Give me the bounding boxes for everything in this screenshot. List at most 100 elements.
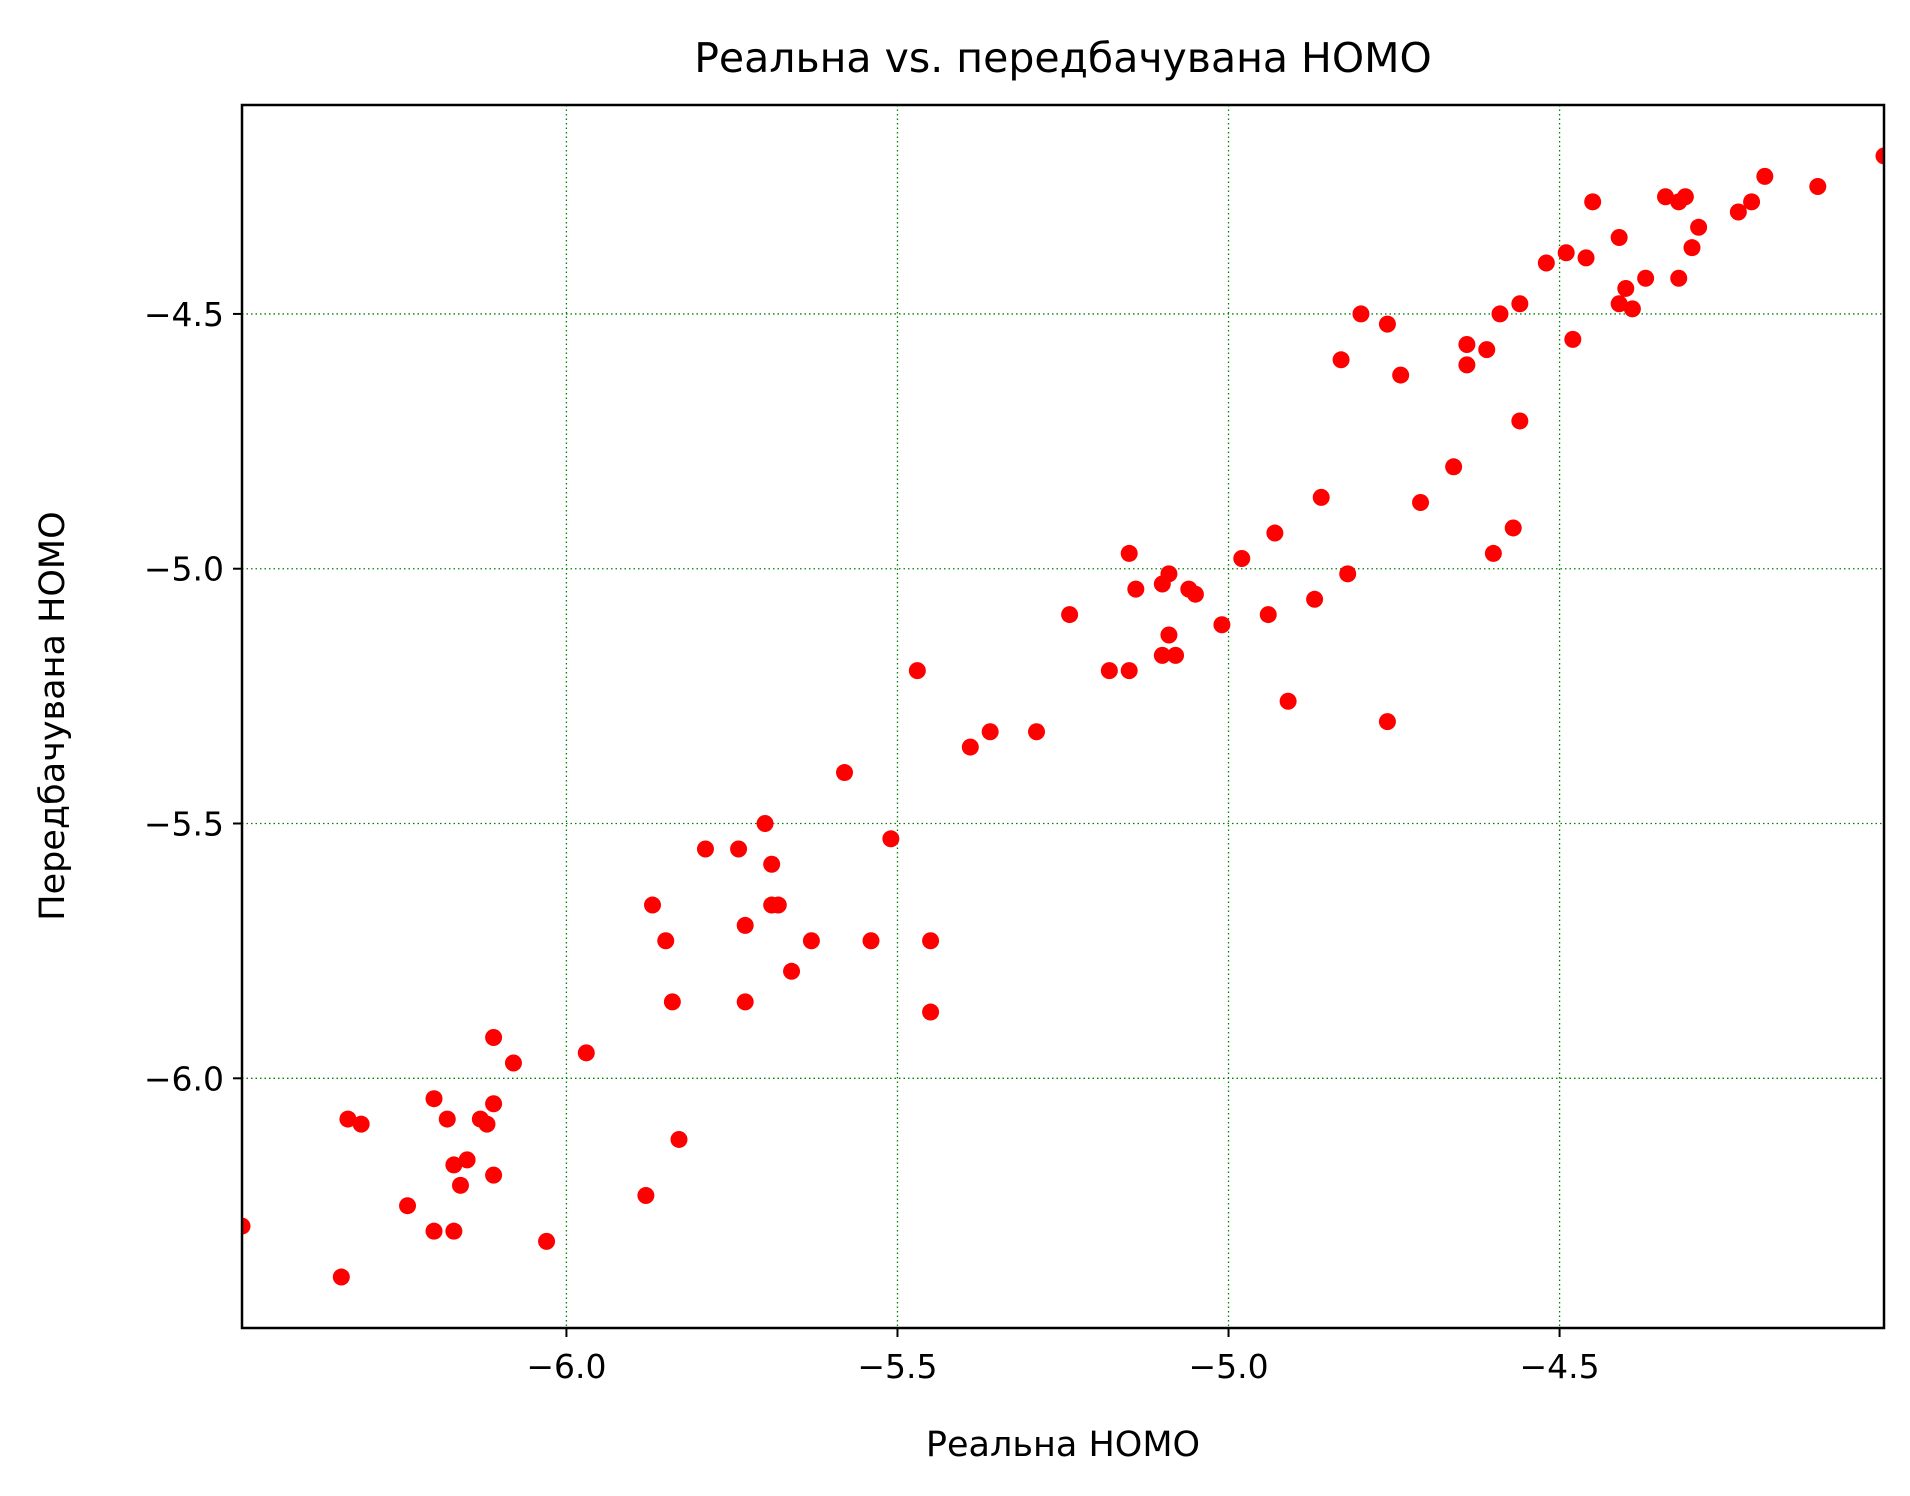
data-point [1690, 218, 1708, 236]
data-point [1584, 193, 1602, 211]
y-tick-label: −6.0 [144, 1059, 224, 1098]
y-tick-label: −4.5 [144, 295, 224, 334]
data-point [332, 1268, 350, 1286]
data-point [485, 1029, 503, 1047]
data-point [399, 1197, 417, 1215]
data-point [1875, 147, 1884, 165]
data-point [1186, 585, 1204, 603]
data-point [670, 1130, 688, 1148]
data-point [696, 840, 714, 858]
data-point [352, 1115, 370, 1133]
data-point [504, 1054, 522, 1072]
data-point [1683, 239, 1701, 257]
data-point [1061, 606, 1079, 624]
data-point [1809, 178, 1827, 196]
y-tick-label: −5.0 [144, 550, 224, 589]
data-point [445, 1156, 463, 1174]
data-point [1511, 412, 1529, 430]
data-point [438, 1110, 456, 1128]
data-point [1412, 493, 1430, 511]
data-point [458, 1151, 476, 1169]
data-point [1610, 228, 1628, 246]
data-point [1743, 193, 1761, 211]
data-point [756, 815, 774, 833]
data-point [1233, 550, 1251, 568]
data-point [862, 932, 880, 950]
data-point [736, 916, 754, 934]
data-point [1028, 723, 1046, 741]
data-point [1127, 580, 1145, 598]
data-point [1504, 519, 1522, 537]
data-point [763, 855, 781, 873]
data-point [1623, 300, 1641, 318]
data-point [1511, 295, 1529, 313]
data-point [1160, 565, 1178, 583]
data-point [1100, 662, 1118, 680]
data-point [1617, 279, 1635, 297]
data-point [736, 993, 754, 1011]
data-point [1491, 305, 1509, 323]
data-point [445, 1222, 463, 1240]
x-tick-label: −4.5 [1520, 1347, 1600, 1386]
data-point [425, 1090, 443, 1108]
data-point [1378, 315, 1396, 333]
data-point [1339, 565, 1357, 583]
data-point [1259, 606, 1277, 624]
data-point [1577, 249, 1595, 267]
y-tick-label: −5.5 [144, 805, 224, 844]
plot-frame [240, 103, 1886, 1330]
data-point [802, 932, 820, 950]
data-points [242, 147, 1884, 1286]
data-point [577, 1044, 595, 1062]
data-point [478, 1115, 496, 1133]
x-tick-label: −6.0 [526, 1347, 606, 1386]
data-point [485, 1095, 503, 1113]
data-point [485, 1166, 503, 1184]
data-point [1637, 269, 1655, 287]
data-point [1120, 544, 1138, 562]
data-point [242, 1217, 251, 1235]
data-point [1537, 254, 1555, 272]
data-point [1458, 336, 1476, 354]
y-axis-ticks: −6.0 −5.5 −5.0 −4.5 [144, 295, 242, 1098]
data-point [1279, 692, 1297, 710]
chart-title: Реальна vs. передбачувана HOMO [694, 34, 1432, 82]
data-point [1378, 713, 1396, 731]
data-point [1564, 330, 1582, 348]
x-axis-ticks: −6.0 −5.5 −5.0 −4.5 [526, 1328, 1600, 1386]
x-tick-label: −5.0 [1188, 1347, 1268, 1386]
data-point [908, 662, 926, 680]
data-point [961, 738, 979, 756]
data-point [1478, 341, 1496, 359]
data-point [1352, 305, 1370, 323]
data-point [1445, 458, 1463, 476]
data-point [1153, 646, 1171, 664]
data-point [663, 993, 681, 1011]
data-point [1458, 356, 1476, 374]
data-point [1312, 488, 1330, 506]
data-point [1392, 366, 1410, 384]
data-point [1167, 646, 1185, 664]
grid-lines [242, 105, 1884, 1328]
x-tick-label: −5.5 [857, 1347, 937, 1386]
data-point [1557, 244, 1575, 262]
data-point [1332, 351, 1350, 369]
data-point [981, 723, 999, 741]
y-axis-label: Передбачувана HOMO [33, 511, 73, 920]
data-point [1160, 626, 1178, 644]
data-point [339, 1110, 357, 1128]
data-point [1610, 295, 1628, 313]
data-point [922, 932, 940, 950]
data-point [644, 896, 661, 914]
data-point [538, 1232, 556, 1250]
data-point [769, 896, 787, 914]
data-point [1213, 616, 1231, 634]
data-point [1266, 524, 1284, 542]
data-point [783, 962, 801, 980]
data-point [1657, 188, 1675, 206]
data-point [451, 1176, 469, 1194]
data-point [637, 1187, 655, 1205]
